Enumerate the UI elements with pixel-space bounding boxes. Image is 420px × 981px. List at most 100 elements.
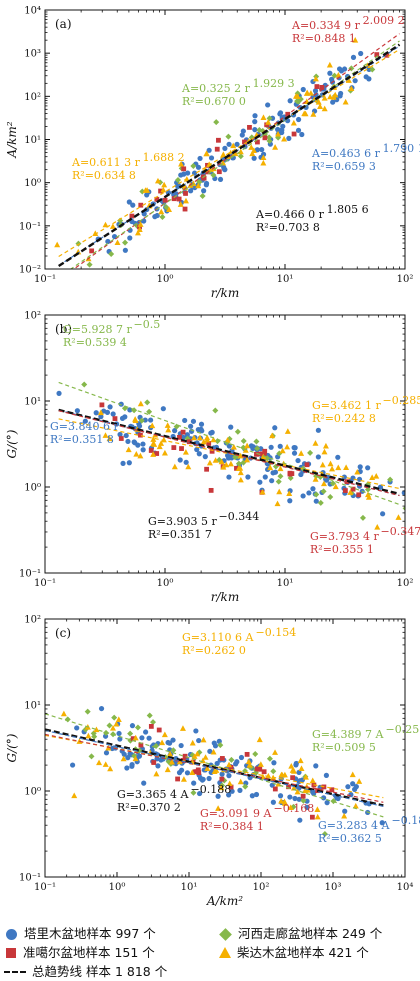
scatter-point-junggar xyxy=(177,434,182,440)
scatter-point-junggar xyxy=(350,486,356,492)
scatter-point-tarim xyxy=(338,90,344,97)
scatter-point-qaidam xyxy=(200,736,207,743)
fit-line-junggar xyxy=(58,410,400,497)
fit-line-qaidam xyxy=(58,48,400,257)
x-tick-label: 10² xyxy=(397,578,414,589)
scatter-point-qaidam xyxy=(190,434,197,441)
scatter-point-qaidam xyxy=(364,62,371,68)
legend-row-2: 准噶尔盆地样本 151 个 柴达木盆地样本 421 个 xyxy=(4,943,420,962)
scatter-point-junggar xyxy=(261,769,267,775)
fit-exponent-trend: −0.344 xyxy=(218,510,259,523)
scatter-point-qaidam xyxy=(164,766,171,773)
scatter-point-qaidam xyxy=(352,802,359,809)
scatter-point-tarim xyxy=(260,151,267,157)
scatter-point-qaidam xyxy=(158,208,165,215)
scatter-point-qaidam xyxy=(178,160,185,167)
scatter-point-junggar xyxy=(304,462,310,468)
scatter-point-qaidam xyxy=(206,459,213,466)
scatter-point-tarim xyxy=(292,795,298,802)
fit-r2-trend: R²=0.351 7 xyxy=(148,528,212,541)
scatter-point-tarim xyxy=(245,474,251,480)
scatter-point-tarim xyxy=(348,792,354,798)
scatter-point-tarim xyxy=(350,54,357,60)
scatter-point-tarim xyxy=(165,739,171,746)
scatter-point-junggar xyxy=(264,122,270,128)
scatter-point-qaidam xyxy=(260,453,267,460)
scatter-point-junggar xyxy=(138,742,144,748)
scatter-point-tarim xyxy=(105,238,111,245)
scatter-point-hexi xyxy=(217,742,224,749)
scatter-point-tarim xyxy=(178,742,184,749)
y-tick-label: 10⁴ xyxy=(24,6,41,17)
scatter-point-junggar xyxy=(254,766,260,772)
scatter-point-hexi xyxy=(242,783,249,790)
legend-item-junggar: 准噶尔盆地样本 151 个 xyxy=(4,943,218,962)
fit-line-hexi xyxy=(45,713,384,818)
scatter-point-tarim xyxy=(190,418,197,424)
scatter-point-tarim xyxy=(70,762,76,768)
scatter-point-tarim xyxy=(279,127,285,133)
scatter-point-tarim xyxy=(110,411,116,417)
fit-equation-hexi: G=4.389 7 A xyxy=(312,728,384,741)
scatter-point-tarim xyxy=(335,454,341,460)
scatter-point-qaidam xyxy=(298,450,305,456)
scatter-point-hexi xyxy=(307,449,314,456)
scatter-point-tarim xyxy=(365,465,371,471)
scatter-point-qaidam xyxy=(249,150,256,157)
scatter-point-qaidam xyxy=(189,739,196,746)
scatter-point-tarim xyxy=(126,460,132,466)
scatter-point-junggar xyxy=(384,52,390,58)
scatter-point-qaidam xyxy=(256,736,263,743)
scatter-point-junggar xyxy=(219,776,225,782)
scatter-point-junggar xyxy=(175,776,181,782)
scatter-point-qaidam xyxy=(114,239,121,246)
x-axis-label: r/km xyxy=(211,286,239,300)
scatter-point-qaidam xyxy=(317,103,324,109)
scatter-point-tarim xyxy=(208,155,215,161)
scatter-point-junggar xyxy=(171,196,177,202)
scatter-point-qaidam xyxy=(202,754,209,760)
scatter-point-tarim xyxy=(226,773,232,779)
fit-exponent-trend: 1.805 6 xyxy=(327,203,369,216)
scatter-point-tarim xyxy=(299,131,305,138)
scatter-point-tarim xyxy=(146,735,152,741)
scatter-point-qaidam xyxy=(276,488,283,495)
scatter-point-qaidam xyxy=(272,144,279,150)
scatter-point-tarim xyxy=(141,780,147,786)
scatter-point-qaidam xyxy=(203,150,210,157)
scatter-point-qaidam xyxy=(260,154,267,161)
scatter-point-tarim xyxy=(259,146,265,153)
scatter-point-tarim xyxy=(93,410,99,416)
fit-exponent-hexi: −0.255 xyxy=(385,723,420,736)
scatter-point-hexi xyxy=(228,756,235,763)
scatter-point-junggar xyxy=(272,786,278,792)
scatter-point-junggar xyxy=(216,137,221,143)
x-tick-label: 10² xyxy=(253,882,270,893)
scatter-point-junggar xyxy=(287,470,293,476)
scatter-point-tarim xyxy=(311,790,317,797)
fit-r2-trend: R²=0.370 2 xyxy=(117,801,181,814)
scatter-point-tarim xyxy=(327,70,333,76)
scatter-point-tarim xyxy=(124,765,130,771)
scatter-point-hexi xyxy=(146,712,153,719)
scatter-point-qaidam xyxy=(302,110,309,117)
scatter-point-tarim xyxy=(251,155,257,161)
scatter-point-tarim xyxy=(312,88,319,94)
scatter-point-hexi xyxy=(225,133,232,140)
scatter-point-tarim xyxy=(38,721,43,726)
fit-r2-qaidam: R²=0.262 0 xyxy=(182,644,246,657)
scatter-point-qaidam xyxy=(179,725,186,731)
scatter-point-hexi xyxy=(213,119,220,126)
y-tick-label: 10⁰ xyxy=(24,178,41,189)
scatter-point-qaidam xyxy=(212,457,219,463)
fit-line-trend xyxy=(58,43,401,268)
scatter-point-hexi xyxy=(134,724,141,731)
scatter-point-hexi xyxy=(234,428,241,435)
scatter-point-tarim xyxy=(229,788,235,794)
fit-exponent-tarim: 1.790 1 xyxy=(383,142,420,155)
y-tick-label: 10⁻¹ xyxy=(19,221,41,232)
scatter-point-qaidam xyxy=(180,776,187,782)
scatter-point-tarim xyxy=(174,183,181,189)
scatter-point-junggar xyxy=(309,814,315,820)
scatter-point-qaidam xyxy=(220,464,227,470)
